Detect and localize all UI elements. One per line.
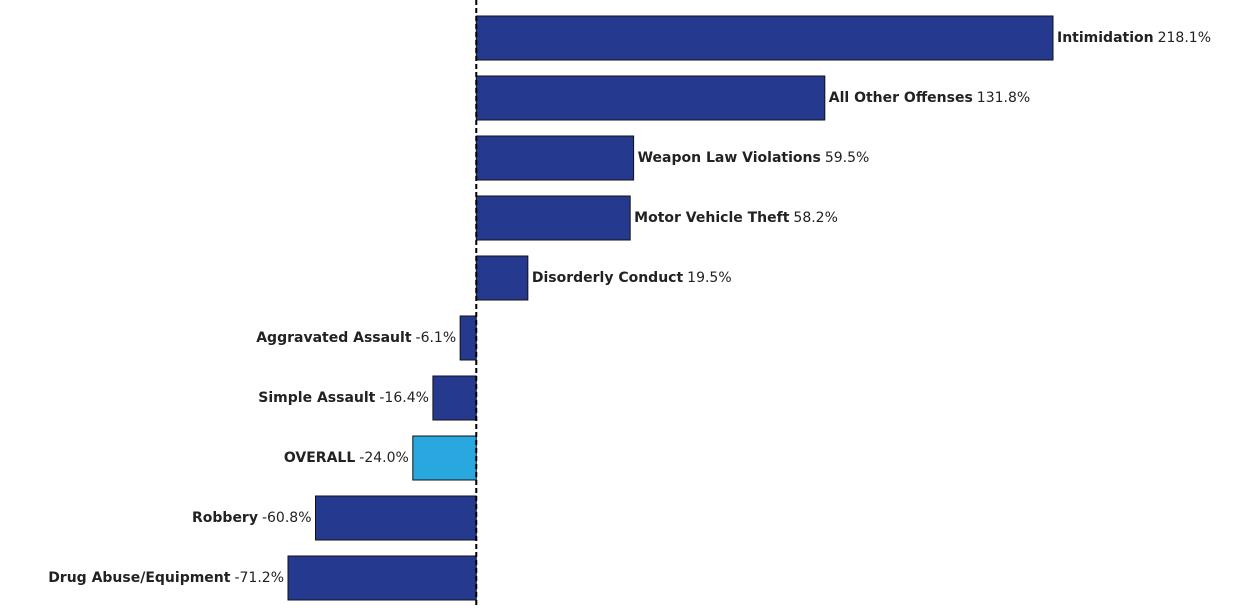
bar-label: Weapon Law Violations 59.5%	[638, 150, 870, 166]
value-label: 131.8%	[977, 90, 1030, 106]
category-label: Disorderly Conduct	[532, 270, 684, 286]
bar	[475, 135, 635, 181]
bar	[287, 555, 477, 601]
value-label: 19.5%	[687, 270, 731, 286]
category-label: Intimidation	[1057, 30, 1154, 46]
category-label: Aggravated Assault	[256, 330, 412, 346]
bar-label: OVERALL -24.0%	[284, 450, 409, 466]
bar-label: Simple Assault -16.4%	[258, 390, 429, 406]
category-label: OVERALL	[284, 450, 355, 466]
bar	[432, 375, 477, 421]
value-label: 58.2%	[793, 210, 837, 226]
value-label: -16.4%	[379, 390, 429, 406]
bar-label: Intimidation 218.1%	[1057, 30, 1211, 46]
bar	[475, 255, 529, 301]
category-label: Motor Vehicle Theft	[634, 210, 790, 226]
value-label: -24.0%	[359, 450, 409, 466]
value-label: 59.5%	[825, 150, 869, 166]
bar	[315, 495, 477, 541]
bar-label: Aggravated Assault -6.1%	[256, 330, 456, 346]
value-label: -60.8%	[262, 510, 312, 526]
value-label: -6.1%	[416, 330, 457, 346]
bar	[475, 75, 826, 121]
bar	[475, 195, 631, 241]
category-label: Weapon Law Violations	[638, 150, 821, 166]
category-label: Robbery	[192, 510, 258, 526]
category-label: Simple Assault	[258, 390, 375, 406]
category-label: Drug Abuse/Equipment	[48, 570, 231, 586]
bar-label: All Other Offenses 131.8%	[829, 90, 1030, 106]
category-label: All Other Offenses	[829, 90, 973, 106]
bar-label: Drug Abuse/Equipment -71.2%	[48, 570, 284, 586]
bar-label: Robbery -60.8%	[192, 510, 312, 526]
bar	[459, 315, 477, 361]
bar	[475, 15, 1054, 61]
bar-label: Disorderly Conduct 19.5%	[532, 270, 732, 286]
value-label: -71.2%	[234, 570, 284, 586]
bar-label: Motor Vehicle Theft 58.2%	[634, 210, 838, 226]
bar	[412, 435, 477, 481]
value-label: 218.1%	[1158, 30, 1211, 46]
